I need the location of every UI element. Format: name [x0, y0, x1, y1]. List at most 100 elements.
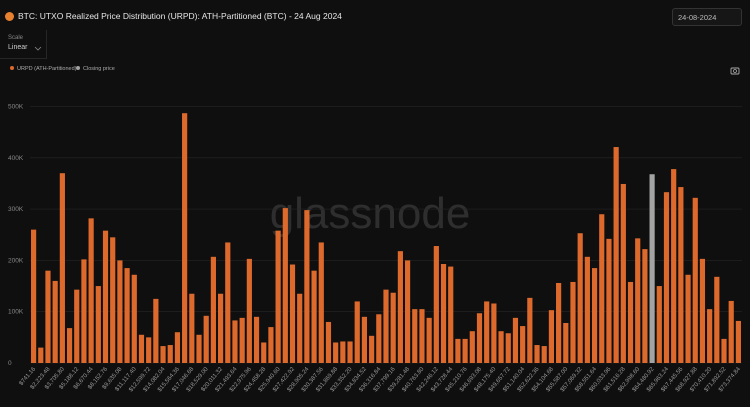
- bar: [635, 238, 641, 363]
- bar: [45, 270, 51, 363]
- bar: [397, 251, 403, 363]
- bar: [383, 289, 389, 363]
- bar: [369, 335, 375, 363]
- bar: [225, 242, 231, 363]
- bar: [721, 338, 727, 363]
- bar: [167, 345, 173, 363]
- bar: [620, 183, 626, 363]
- bar: [735, 320, 741, 363]
- y-tick-label: 200K: [8, 257, 24, 264]
- bar: [527, 297, 533, 363]
- bar: [412, 309, 418, 363]
- bar: [556, 282, 562, 363]
- bar: [627, 281, 634, 363]
- y-tick-label: 300K: [8, 206, 24, 213]
- bar: [110, 237, 116, 363]
- scale-control[interactable]: [0, 30, 47, 59]
- bar: [455, 338, 461, 363]
- bar: [117, 260, 123, 363]
- bar: [318, 242, 324, 363]
- bar: [505, 333, 511, 363]
- bar: [448, 266, 454, 363]
- bar: [311, 270, 317, 363]
- bar: [498, 331, 504, 363]
- bar: [563, 322, 569, 363]
- bar: [160, 346, 166, 363]
- bar: [390, 292, 396, 363]
- legend-marker: [76, 66, 80, 70]
- bar: [340, 341, 346, 363]
- bar: [484, 301, 490, 363]
- bar: [606, 238, 612, 363]
- chevron: [34, 46, 42, 51]
- bar: [131, 274, 137, 363]
- bar: [203, 315, 209, 363]
- y-tick-label: 100K: [8, 309, 24, 316]
- bar: [38, 347, 44, 363]
- bar: [246, 258, 252, 363]
- bar: [663, 192, 670, 363]
- legend-label: Closing price: [83, 66, 115, 72]
- bar: [699, 258, 706, 363]
- bar: [146, 337, 152, 363]
- scale-label: Scale: [8, 35, 24, 41]
- bar: [174, 332, 181, 363]
- logo: [5, 12, 14, 21]
- y-tick-label: 0: [8, 360, 12, 367]
- bar: [325, 321, 332, 363]
- camera-icon[interactable]: [730, 67, 740, 75]
- bar: [685, 274, 691, 363]
- bar: [534, 345, 540, 363]
- bar: [333, 342, 339, 363]
- bar: [347, 341, 353, 363]
- bar: [253, 316, 260, 363]
- bar: [217, 293, 224, 363]
- bar: [289, 264, 296, 363]
- bar: [66, 328, 73, 363]
- bar: [376, 314, 382, 363]
- bar: [52, 280, 58, 363]
- bar: [426, 317, 432, 363]
- bar: [81, 259, 87, 363]
- bar: [404, 260, 411, 363]
- bar: [570, 281, 576, 363]
- watermark: glassnode: [270, 189, 471, 238]
- bar: [613, 147, 619, 363]
- bar: [182, 113, 188, 363]
- y-tick-label: 400K: [8, 155, 24, 162]
- bar: [707, 309, 713, 363]
- bar: [189, 293, 195, 363]
- bar: [591, 268, 598, 363]
- bar: [74, 289, 80, 363]
- bar: [548, 310, 555, 363]
- bar: [232, 320, 238, 363]
- bar: [361, 316, 368, 363]
- bar: [491, 303, 497, 363]
- bar: [512, 317, 519, 363]
- bar: [692, 197, 698, 363]
- bar: [584, 256, 590, 363]
- bar: [599, 214, 605, 363]
- bar: [275, 230, 281, 363]
- bar: [440, 263, 447, 363]
- bar: [433, 246, 439, 363]
- bar: [88, 218, 94, 363]
- bar: [102, 230, 109, 363]
- bar: [138, 334, 145, 363]
- bar: [297, 293, 303, 363]
- bar: [577, 233, 583, 363]
- bar: [196, 334, 202, 363]
- date-input[interactable]: 24-08-2024: [672, 8, 742, 26]
- bar: [239, 317, 245, 363]
- bar: [671, 169, 677, 363]
- bar: [261, 342, 267, 363]
- legend-label: URPD (ATH-Partitioned): [17, 66, 77, 72]
- bar: [656, 286, 662, 363]
- bar: [728, 300, 734, 363]
- bar: [541, 346, 547, 363]
- bar: [124, 268, 130, 363]
- bar: [678, 187, 684, 363]
- bar: [210, 256, 216, 363]
- scale-value[interactable]: Linear: [8, 44, 28, 51]
